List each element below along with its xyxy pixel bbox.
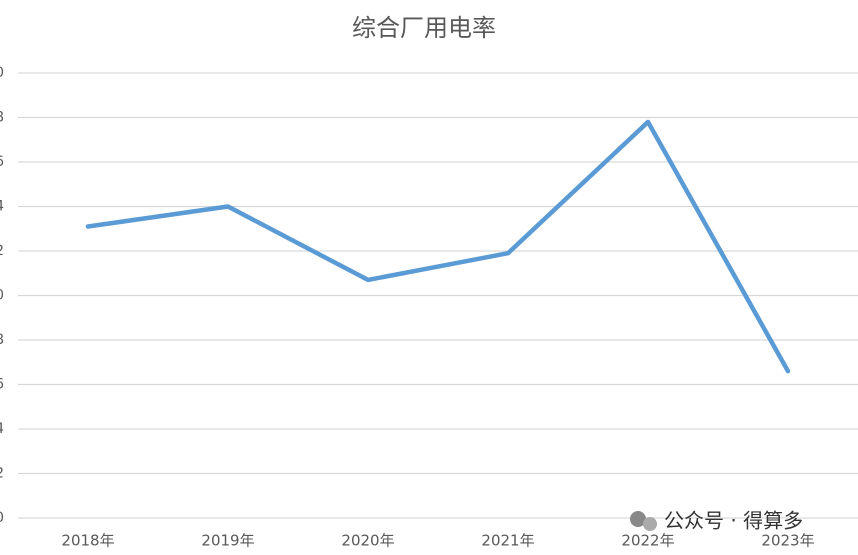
x-tick-label: 2020年 xyxy=(341,532,394,550)
x-tick-label: 2018年 xyxy=(61,532,114,550)
y-tick-label: 5.0 xyxy=(0,510,4,526)
watermark-text: 公众号 · 得算多 xyxy=(664,509,803,533)
y-tick-label: 5.6 xyxy=(0,377,4,393)
watermark-icon xyxy=(643,517,657,531)
x-tick-label: 2021年 xyxy=(481,532,534,550)
y-tick-label: 7.0 xyxy=(0,65,4,81)
data-line xyxy=(85,119,791,374)
y-tick-label: 6.0 xyxy=(0,288,4,304)
x-tick-label: 2019年 xyxy=(201,532,254,550)
y-tick-label: 6.6 xyxy=(0,154,4,170)
x-tick-label: 2022年 xyxy=(621,532,674,550)
watermark: 公众号 · 得算多 xyxy=(630,509,803,533)
y-tick-label: 6.8 xyxy=(0,110,4,126)
y-tick-label: 5.8 xyxy=(0,332,4,348)
y-tick-label: 6.4 xyxy=(0,199,4,215)
x-tick-label: 2023年 xyxy=(761,532,814,550)
y-tick-label: 6.2 xyxy=(0,243,4,259)
watermark-icon xyxy=(630,511,646,527)
y-tick-label: 5.2 xyxy=(0,466,4,482)
y-tick-label: 5.4 xyxy=(0,421,4,437)
chart-title: 综合厂用电率 xyxy=(352,14,496,42)
